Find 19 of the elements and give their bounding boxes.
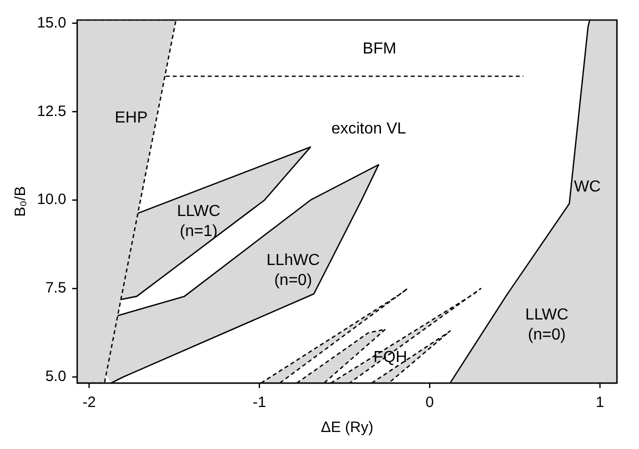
x-tick-label: 0 — [426, 394, 434, 412]
y-axis-title: B₀/B — [12, 186, 30, 217]
annotation: WC — [574, 178, 601, 196]
y-tick-label: 5.0 — [45, 368, 66, 386]
y-tick-label: 15.0 — [36, 14, 66, 32]
y-tick-label: 12.5 — [36, 102, 66, 120]
y-tick-label: 7.5 — [45, 280, 66, 297]
annotation: LLhWC (n=0) — [266, 252, 320, 289]
annotation: LLWC (n=0) — [525, 306, 568, 344]
annotation: exciton VL — [331, 120, 406, 138]
annotation: EHP — [114, 109, 148, 126]
annotation: FQH — [373, 348, 408, 366]
annotation: BFM — [362, 40, 396, 58]
x-tick-label: -1 — [252, 394, 266, 412]
x-axis-title: ΔE (Ry) — [320, 419, 374, 436]
x-tick-label: 1 — [596, 394, 604, 412]
annotation: LLWC (n=1) — [177, 202, 220, 240]
y-tick-label: 10.0 — [36, 191, 66, 208]
x-tick-label: -2 — [82, 394, 96, 412]
